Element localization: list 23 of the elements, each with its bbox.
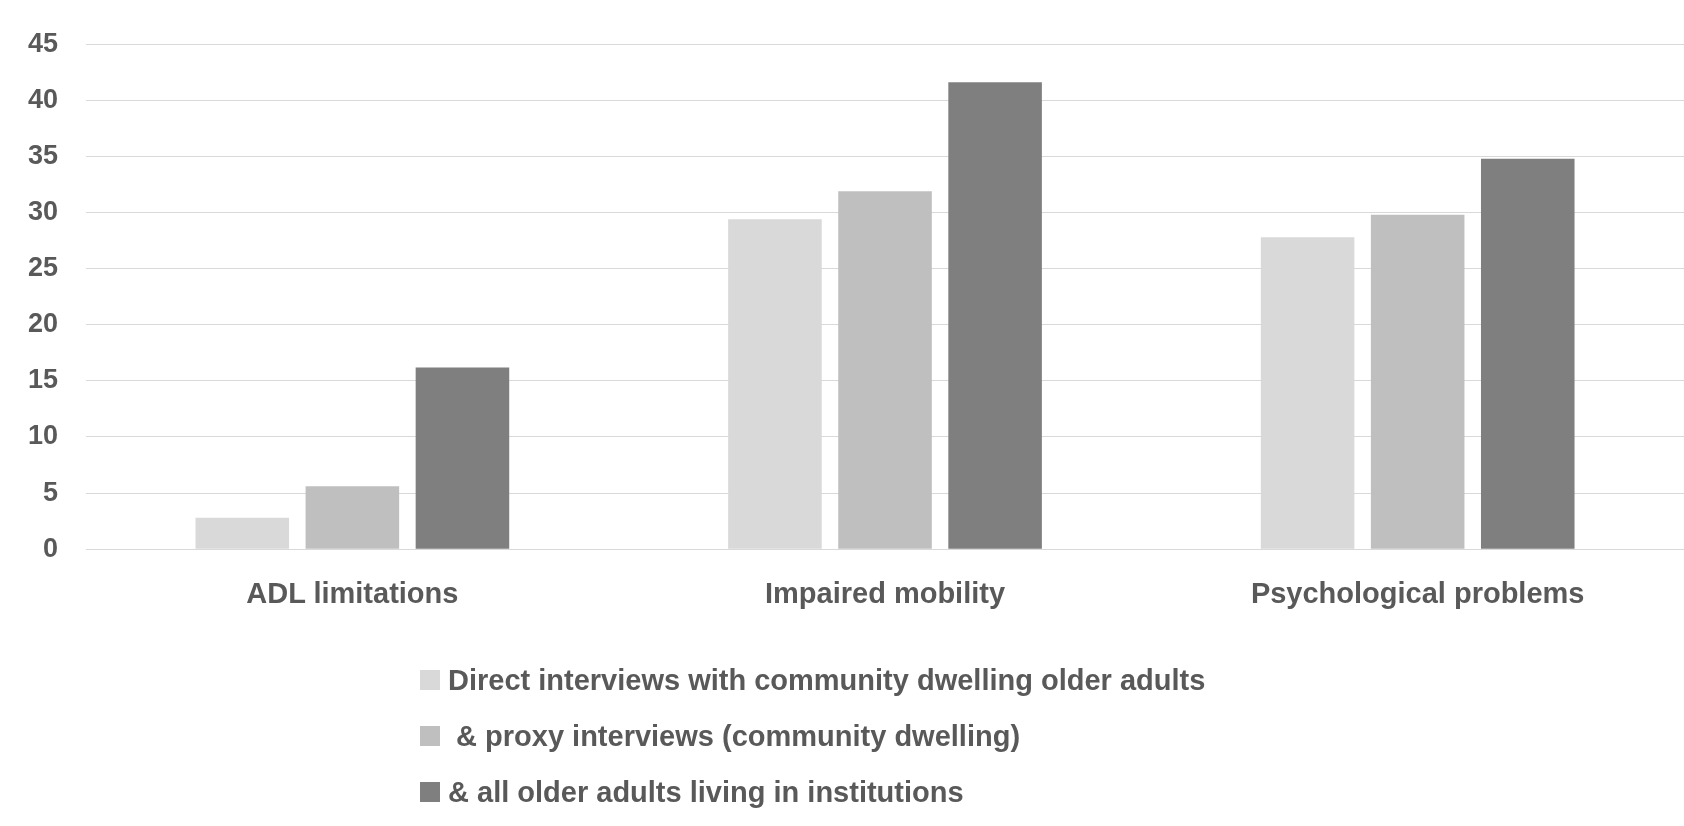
bar [1480, 158, 1575, 549]
y-tick-label: 25 [27, 252, 59, 283]
x-tick-label: Psychological problems [1250, 576, 1585, 609]
x-tick-label: ADL limitations [246, 576, 459, 609]
bar [305, 486, 400, 549]
x-tick-label: Impaired mobility [764, 576, 1006, 609]
bar [838, 191, 932, 549]
y-tick-label: 0 [43, 532, 59, 563]
y-tick-label: 15 [27, 364, 59, 395]
bar [415, 367, 510, 549]
bar [195, 517, 290, 549]
legend-label: & all older adults living in institutions [448, 775, 964, 809]
y-tick-label: 40 [27, 83, 59, 114]
y-tick-label: 35 [27, 139, 59, 170]
legend-label: Direct interviews with community dwelling older adults [448, 663, 1206, 697]
y-tick-label: 30 [27, 195, 59, 226]
y-tick-label: 10 [27, 420, 59, 451]
bar [1370, 214, 1465, 549]
y-tick-label: 5 [43, 476, 59, 507]
bar [948, 82, 1042, 549]
legend-label: & proxy interviews (community dwelling) [455, 719, 1021, 753]
y-tick-label: 20 [27, 308, 59, 339]
y-tick-label: 45 [27, 27, 59, 58]
